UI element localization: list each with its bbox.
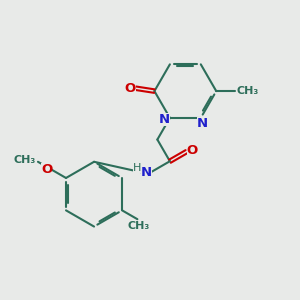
Text: N: N: [141, 166, 152, 179]
Text: CH₃: CH₃: [128, 221, 150, 231]
Text: N: N: [197, 117, 208, 130]
Text: O: O: [187, 144, 198, 157]
Text: CH₃: CH₃: [237, 86, 259, 96]
Text: O: O: [124, 82, 136, 95]
Text: N: N: [159, 113, 170, 126]
Text: H: H: [133, 163, 141, 173]
Text: O: O: [41, 164, 52, 176]
Text: CH₃: CH₃: [14, 155, 36, 165]
